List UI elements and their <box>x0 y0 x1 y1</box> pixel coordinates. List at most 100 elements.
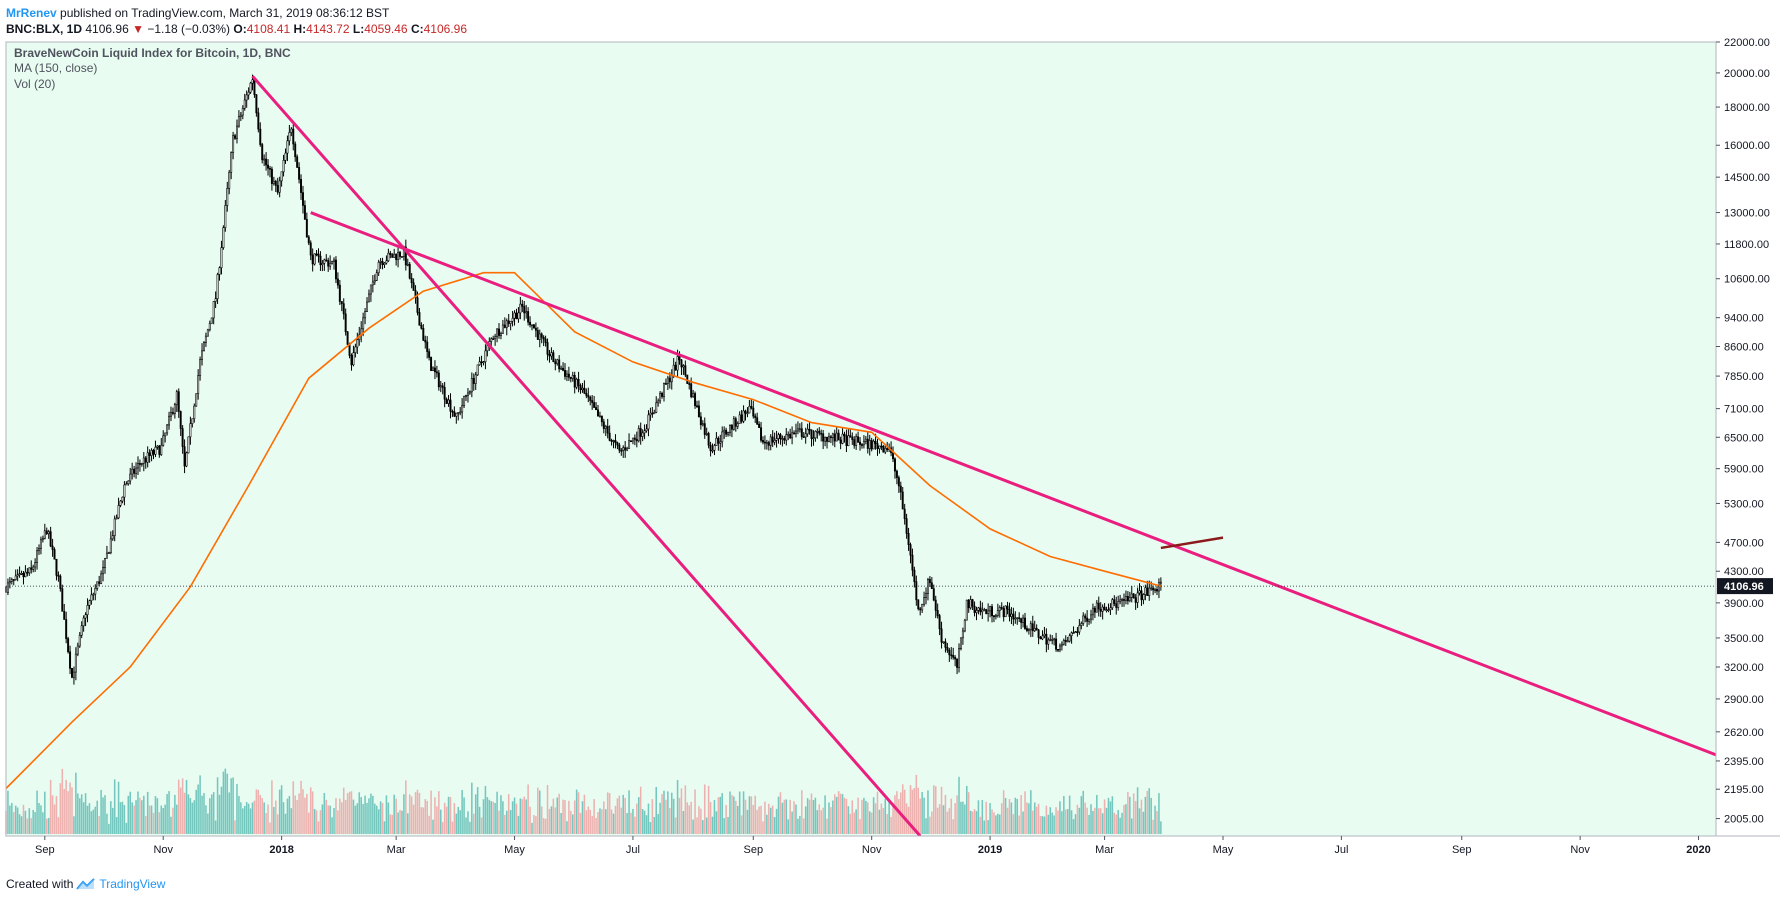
volume-bar <box>205 805 207 834</box>
y-tick-label: 5900.00 <box>1724 464 1764 476</box>
volume-bar <box>678 797 681 834</box>
volume-bar <box>447 796 450 834</box>
author-link[interactable]: MrRenev <box>6 6 57 20</box>
candle-body <box>750 405 753 409</box>
volume-bar <box>164 804 166 834</box>
candle-body <box>678 356 681 361</box>
volume-bar <box>216 777 219 834</box>
candle-body <box>767 442 770 446</box>
volume-bar <box>742 791 745 834</box>
volume-bar <box>564 800 566 834</box>
candle-body <box>692 393 695 397</box>
volume-bar <box>430 790 432 834</box>
candle-body <box>1037 629 1040 638</box>
x-tick-label: Jul <box>626 844 640 856</box>
volume-bar <box>123 805 126 834</box>
candle-body <box>197 375 200 395</box>
candle-body <box>1111 599 1114 609</box>
candle-body <box>166 424 169 434</box>
volume-bar <box>465 817 467 834</box>
volume-bar <box>971 811 974 834</box>
candle-body <box>305 219 308 238</box>
short-resistance[interactable] <box>1160 536 1224 550</box>
volume-bar <box>624 797 626 834</box>
candle-body <box>1121 599 1124 601</box>
candle-body <box>694 393 697 407</box>
volume-bar <box>735 800 737 834</box>
candle-body <box>1006 605 1009 610</box>
candle-body <box>587 395 590 398</box>
volume-bar <box>106 813 108 834</box>
volume-bar <box>882 808 885 834</box>
candle-body <box>808 428 811 431</box>
candle-body <box>1027 629 1030 631</box>
volume-bar <box>550 806 553 834</box>
candle-body <box>131 468 134 475</box>
volume-bar <box>863 797 865 834</box>
candle-body <box>670 375 673 383</box>
volume-bar <box>133 805 135 834</box>
candle-body <box>383 262 386 265</box>
volume-bar <box>379 801 382 834</box>
volume-bar <box>857 797 859 834</box>
volume-bar <box>684 785 687 834</box>
volume-bar <box>42 812 44 834</box>
candle-body <box>985 609 988 614</box>
candle-body <box>125 483 128 486</box>
volume-bar <box>170 816 172 834</box>
candle-body <box>851 436 854 440</box>
candle-body <box>684 365 687 376</box>
tradingview-brand-link[interactable]: TradingView <box>99 877 166 891</box>
candle-body <box>705 433 708 435</box>
candle-body <box>468 391 471 394</box>
candle-body <box>457 412 460 414</box>
steep-trendline[interactable] <box>251 75 922 836</box>
candle-body <box>721 431 724 443</box>
candle-body <box>509 320 512 324</box>
volume-bar <box>723 818 725 834</box>
volume-bar <box>1132 793 1135 834</box>
candle-body <box>777 434 780 439</box>
ma-150-line <box>5 271 1162 790</box>
volume-bar <box>1142 811 1145 834</box>
candle-body <box>286 140 289 154</box>
plot-background <box>6 42 1716 836</box>
candle-body <box>831 433 834 438</box>
volume-bar <box>647 803 650 834</box>
trendlines[interactable] <box>251 75 1716 836</box>
candle-body <box>1115 603 1118 608</box>
volume-bar <box>544 818 547 834</box>
volume-bar <box>620 807 623 834</box>
candle-body <box>1159 581 1162 584</box>
long-trendline[interactable] <box>310 211 1716 757</box>
candle-body <box>183 446 186 467</box>
volume-bar <box>414 792 417 834</box>
candle-body <box>18 573 21 576</box>
candle-body <box>445 398 448 404</box>
candle-body <box>113 518 116 536</box>
volume-bar <box>603 801 605 834</box>
volume-bar <box>756 809 758 834</box>
volume-bar <box>810 793 813 834</box>
volume-bar <box>1039 816 1042 834</box>
volume-bar <box>1113 812 1116 834</box>
volume-bar <box>181 778 184 834</box>
volume-bar <box>733 796 735 834</box>
candle-body <box>150 450 153 456</box>
volume-bar <box>1012 814 1015 834</box>
volume-bar <box>350 791 353 834</box>
volume-bar <box>1156 811 1158 834</box>
volume-bar <box>375 805 378 834</box>
candle-body <box>290 128 293 133</box>
candle-body <box>313 253 316 265</box>
candle-body <box>756 417 759 425</box>
volume-bar <box>45 818 48 834</box>
candle-body <box>791 432 794 439</box>
volume-bar <box>686 802 689 834</box>
candle-body <box>785 434 788 441</box>
volume-bar <box>667 791 669 834</box>
volume-bar <box>983 820 986 834</box>
volume-bar <box>849 813 852 834</box>
candle-body <box>381 261 384 265</box>
